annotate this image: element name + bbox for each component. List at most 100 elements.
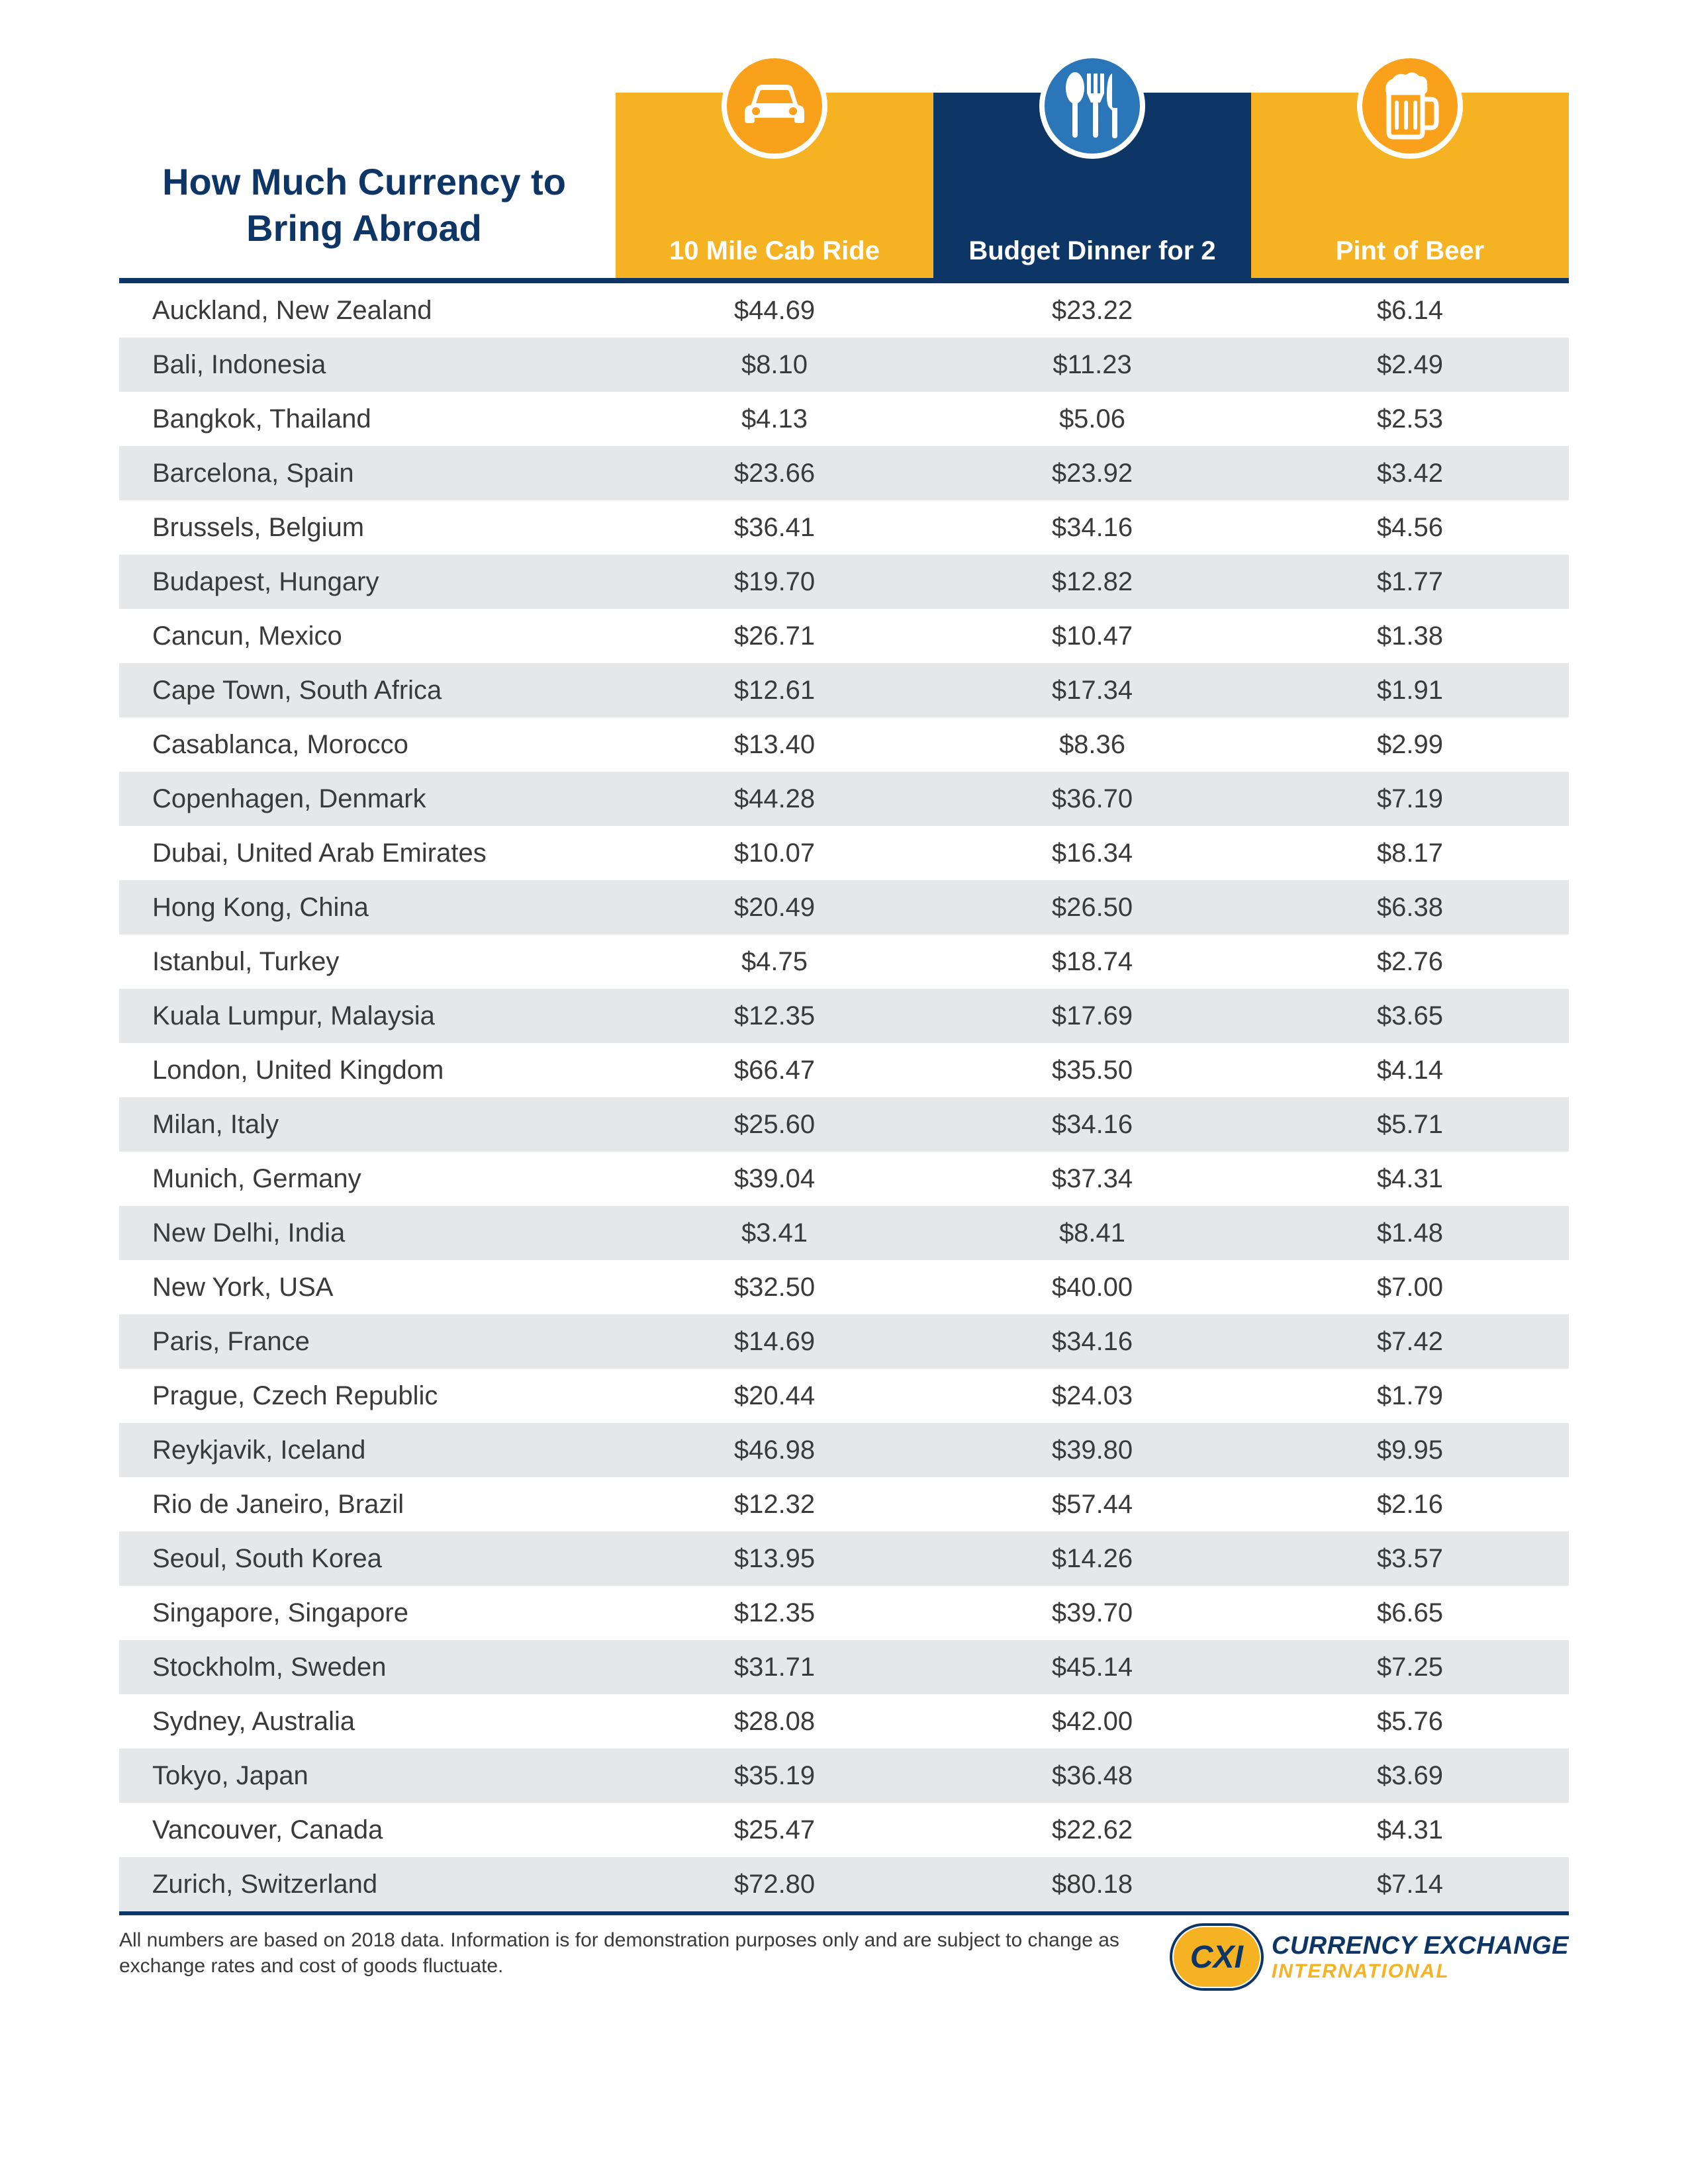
dinner-price-cell: $42.00 [933,1707,1251,1737]
dinner-price-cell: $12.82 [933,567,1251,597]
beer-price-cell: $2.99 [1251,730,1569,760]
table-row: Bangkok, Thailand$4.13$5.06$2.53 [119,392,1569,446]
dinner-price-cell: $14.26 [933,1544,1251,1574]
city-cell: Istanbul, Turkey [119,947,616,977]
table-row: Stockholm, Sweden$31.71$45.14$7.25 [119,1640,1569,1694]
table-row: Brussels, Belgium$36.41$34.16$4.56 [119,500,1569,555]
table-row: Zurich, Switzerland$72.80$80.18$7.14 [119,1857,1569,1911]
city-cell: Paris, France [119,1327,616,1357]
cab-price-cell: $36.41 [616,513,933,543]
logo-line1: CURRENCY EXCHANGE [1272,1932,1569,1960]
table-row: Seoul, South Korea$13.95$14.26$3.57 [119,1531,1569,1586]
dinner-price-cell: $35.50 [933,1056,1251,1085]
city-cell: Vancouver, Canada [119,1815,616,1845]
dinner-price-cell: $80.18 [933,1870,1251,1899]
cab-price-cell: $46.98 [616,1435,933,1465]
city-cell: Munich, Germany [119,1164,616,1194]
table-row: Cape Town, South Africa$12.61$17.34$1.91 [119,663,1569,717]
beer-price-cell: $2.49 [1251,350,1569,380]
city-cell: Rio de Janeiro, Brazil [119,1490,616,1520]
disclaimer-text: All numbers are based on 2018 data. Info… [119,1927,1154,1979]
table-row: Milan, Italy$25.60$34.16$5.71 [119,1097,1569,1152]
cab-price-cell: $3.41 [616,1218,933,1248]
beer-price-cell: $4.56 [1251,513,1569,543]
dinner-price-cell: $34.16 [933,1110,1251,1140]
table-row: Reykjavik, Iceland$46.98$39.80$9.95 [119,1423,1569,1477]
city-cell: Stockholm, Sweden [119,1653,616,1682]
beer-price-cell: $3.42 [1251,459,1569,488]
beer-price-cell: $2.53 [1251,404,1569,434]
city-cell: Zurich, Switzerland [119,1870,616,1899]
beer-price-cell: $3.65 [1251,1001,1569,1031]
beer-price-cell: $6.65 [1251,1598,1569,1628]
beer-price-cell: $2.76 [1251,947,1569,977]
dinner-price-cell: $26.50 [933,893,1251,923]
dinner-price-cell: $22.62 [933,1815,1251,1845]
beer-price-cell: $2.16 [1251,1490,1569,1520]
beer-price-cell: $4.31 [1251,1164,1569,1194]
cab-price-cell: $4.13 [616,404,933,434]
table-row: Casablanca, Morocco$13.40$8.36$2.99 [119,717,1569,772]
dinner-price-cell: $10.47 [933,621,1251,651]
dinner-price-cell: $36.70 [933,784,1251,814]
beer-price-cell: $3.69 [1251,1761,1569,1791]
beer-price-cell: $4.14 [1251,1056,1569,1085]
dinner-price-cell: $24.03 [933,1381,1251,1411]
cab-price-cell: $35.19 [616,1761,933,1791]
column-label: 10 Mile Cab Ride [669,236,880,266]
table-row: Auckland, New Zealand$44.69$23.22$6.14 [119,283,1569,338]
dinner-price-cell: $17.34 [933,676,1251,705]
beer-price-cell: $6.14 [1251,296,1569,326]
cab-price-cell: $12.35 [616,1598,933,1628]
beer-price-cell: $7.25 [1251,1653,1569,1682]
dinner-price-cell: $18.74 [933,947,1251,977]
footer: All numbers are based on 2018 data. Info… [119,1915,1569,1987]
cab-price-cell: $28.08 [616,1707,933,1737]
city-cell: Milan, Italy [119,1110,616,1140]
beer-price-cell: $7.42 [1251,1327,1569,1357]
beer-icon [1357,53,1463,159]
dinner-price-cell: $39.70 [933,1598,1251,1628]
beer-price-cell: $1.38 [1251,621,1569,651]
table-row: New York, USA$32.50$40.00$7.00 [119,1260,1569,1314]
cab-price-cell: $20.49 [616,893,933,923]
column-header-dinner: Budget Dinner for 2 [933,93,1251,278]
cab-price-cell: $4.75 [616,947,933,977]
dinner-price-cell: $17.69 [933,1001,1251,1031]
table-row: Copenhagen, Denmark$44.28$36.70$7.19 [119,772,1569,826]
dinner-price-cell: $37.34 [933,1164,1251,1194]
city-cell: Brussels, Belgium [119,513,616,543]
city-cell: Dubai, United Arab Emirates [119,839,616,868]
dinner-price-cell: $16.34 [933,839,1251,868]
dinner-price-cell: $34.16 [933,513,1251,543]
dinner-price-cell: $34.16 [933,1327,1251,1357]
table-row: Tokyo, Japan$35.19$36.48$3.69 [119,1749,1569,1803]
cab-price-cell: $32.50 [616,1273,933,1302]
cab-price-cell: $72.80 [616,1870,933,1899]
dinner-price-cell: $40.00 [933,1273,1251,1302]
cxi-logo: CXI CURRENCY EXCHANGE INTERNATIONAL [1174,1927,1569,1987]
city-cell: New Delhi, India [119,1218,616,1248]
beer-price-cell: $8.17 [1251,839,1569,868]
beer-price-cell: $4.31 [1251,1815,1569,1845]
city-cell: Prague, Czech Republic [119,1381,616,1411]
city-cell: London, United Kingdom [119,1056,616,1085]
cab-price-cell: $13.40 [616,730,933,760]
dinner-price-cell: $45.14 [933,1653,1251,1682]
table-row: Kuala Lumpur, Malaysia$12.35$17.69$3.65 [119,989,1569,1043]
table-row: Istanbul, Turkey$4.75$18.74$2.76 [119,934,1569,989]
table-row: Dubai, United Arab Emirates$10.07$16.34$… [119,826,1569,880]
dinner-price-cell: $36.48 [933,1761,1251,1791]
table-row: Rio de Janeiro, Brazil$12.32$57.44$2.16 [119,1477,1569,1531]
table-row: Bali, Indonesia$8.10$11.23$2.49 [119,338,1569,392]
cab-price-cell: $19.70 [616,567,933,597]
city-cell: Bangkok, Thailand [119,404,616,434]
table-row: Sydney, Australia$28.08$42.00$5.76 [119,1694,1569,1749]
city-cell: Casablanca, Morocco [119,730,616,760]
city-cell: Barcelona, Spain [119,459,616,488]
cab-price-cell: $10.07 [616,839,933,868]
logo-line2: INTERNATIONAL [1272,1960,1569,1983]
beer-price-cell: $9.95 [1251,1435,1569,1465]
beer-price-cell: $7.19 [1251,784,1569,814]
cab-price-cell: $25.47 [616,1815,933,1845]
